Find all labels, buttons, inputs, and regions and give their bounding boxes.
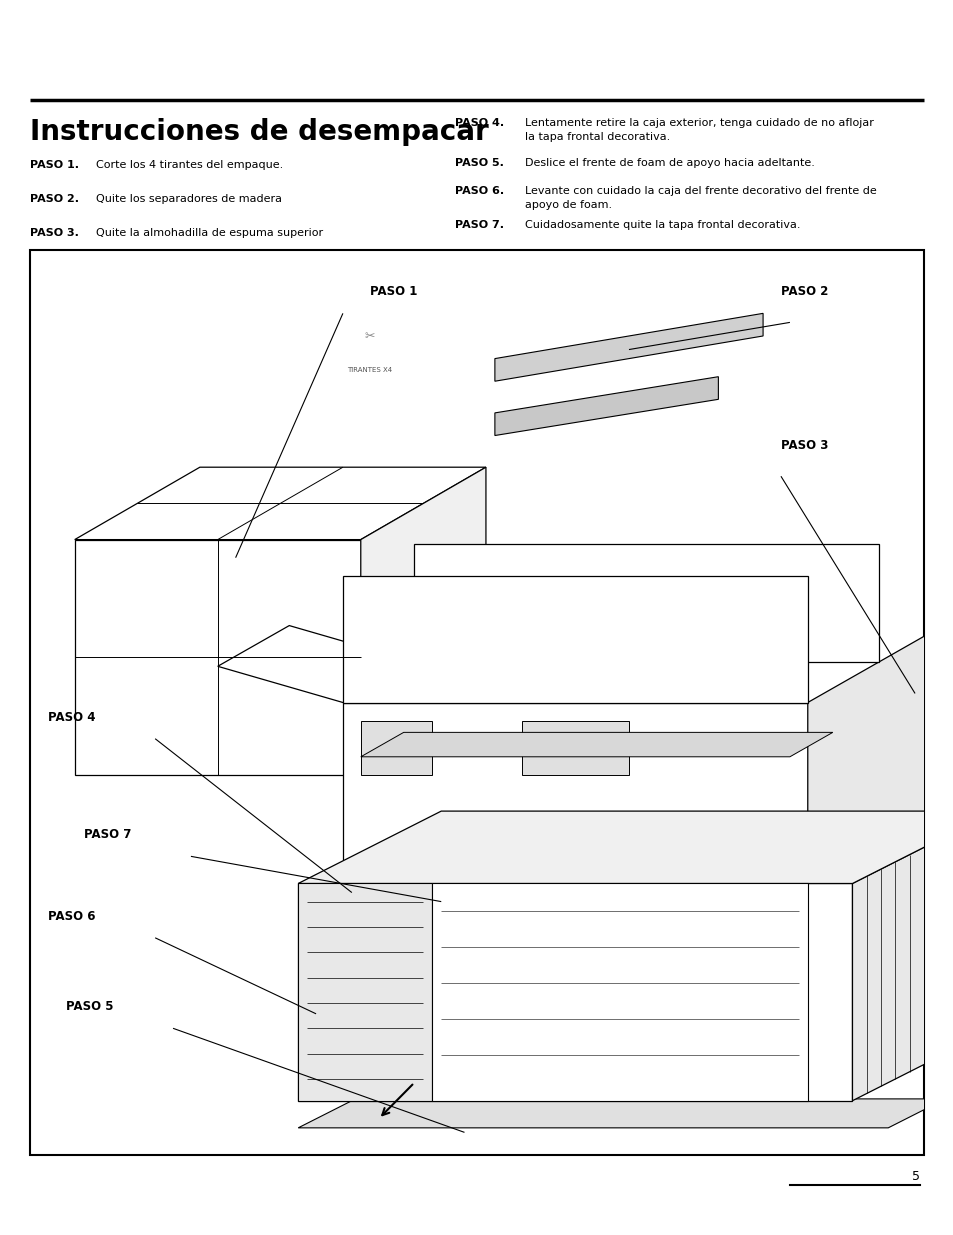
Polygon shape: [74, 467, 485, 540]
Text: ✂: ✂: [364, 331, 375, 343]
Polygon shape: [360, 720, 432, 774]
Text: PASO 6.: PASO 6.: [455, 186, 503, 196]
Polygon shape: [342, 703, 807, 920]
Text: PASO 7.: PASO 7.: [455, 220, 503, 230]
Polygon shape: [298, 811, 953, 883]
Text: Quite los separadores de madera: Quite los separadores de madera: [96, 194, 282, 204]
Text: PASO 7: PASO 7: [84, 829, 131, 841]
Text: Quite la almohadilla de espuma superior: Quite la almohadilla de espuma superior: [96, 228, 323, 238]
Polygon shape: [360, 732, 832, 757]
Polygon shape: [414, 545, 879, 662]
Text: PASO 5.: PASO 5.: [455, 158, 503, 168]
Text: Instrucciones de desempacar: Instrucciones de desempacar: [30, 119, 488, 146]
Text: Corte los 4 tirantes del empaque.: Corte los 4 tirantes del empaque.: [96, 161, 283, 170]
Polygon shape: [852, 811, 953, 1100]
Text: PASO 1.: PASO 1.: [30, 161, 79, 170]
Polygon shape: [298, 1099, 944, 1128]
Text: PASO 6: PASO 6: [48, 910, 95, 923]
Polygon shape: [217, 626, 414, 703]
Polygon shape: [807, 839, 953, 956]
Text: Cuidadosamente quite la tapa frontal decorativa.: Cuidadosamente quite la tapa frontal dec…: [524, 220, 800, 230]
Text: Lentamente retire la caja exterior, tenga cuidado de no aflojar: Lentamente retire la caja exterior, teng…: [524, 119, 873, 128]
Polygon shape: [298, 883, 432, 1100]
Text: Levante con cuidado la caja del frente decorativo del frente de: Levante con cuidado la caja del frente d…: [524, 186, 876, 196]
Polygon shape: [495, 377, 718, 436]
Text: PASO 3.: PASO 3.: [30, 228, 79, 238]
Polygon shape: [360, 467, 485, 774]
Polygon shape: [342, 839, 950, 920]
Text: TIRANTES X4: TIRANTES X4: [347, 367, 392, 373]
Text: PASO 2: PASO 2: [781, 285, 827, 298]
Polygon shape: [521, 720, 628, 774]
Polygon shape: [807, 621, 950, 920]
Text: PASO 4: PASO 4: [48, 710, 95, 724]
Text: PASO 1: PASO 1: [370, 285, 416, 298]
Polygon shape: [495, 314, 762, 382]
Text: la tapa frontal decorativa.: la tapa frontal decorativa.: [524, 132, 670, 142]
Polygon shape: [298, 883, 852, 1100]
Text: 5: 5: [911, 1170, 919, 1183]
Polygon shape: [432, 883, 807, 1100]
Text: PASO 4.: PASO 4.: [455, 119, 503, 128]
Polygon shape: [74, 540, 360, 774]
Text: PASO 2.: PASO 2.: [30, 194, 79, 204]
Text: PASO 5: PASO 5: [66, 1000, 113, 1013]
Text: PASO 3: PASO 3: [781, 440, 827, 452]
Text: Deslice el frente de foam de apoyo hacia adeltante.: Deslice el frente de foam de apoyo hacia…: [524, 158, 814, 168]
Bar: [30, 249, 923, 1155]
Polygon shape: [342, 576, 807, 703]
Text: apoyo de foam.: apoyo de foam.: [524, 200, 612, 210]
